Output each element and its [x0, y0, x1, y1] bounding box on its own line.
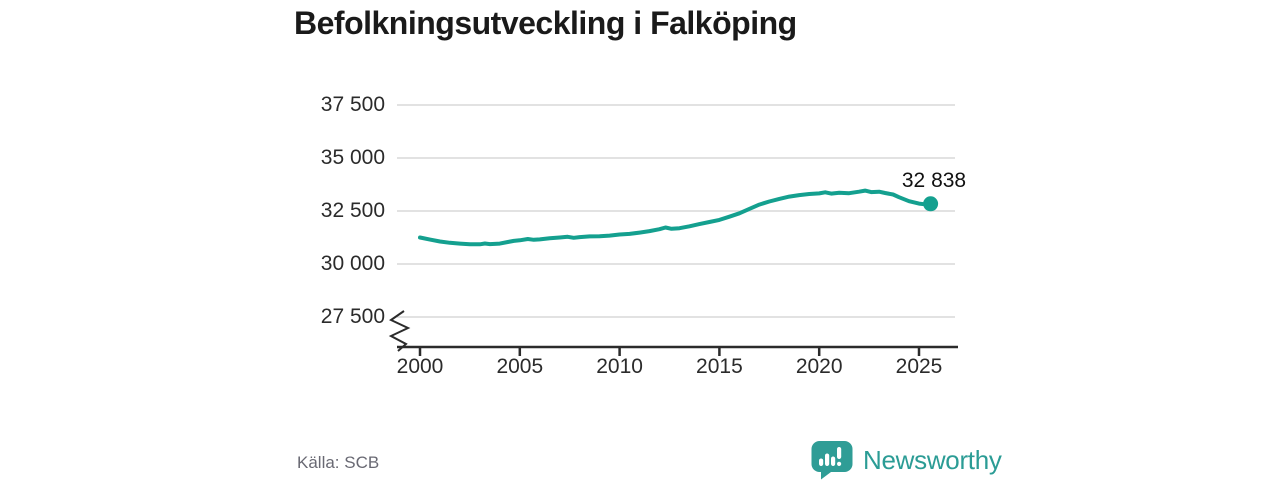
y-tick-label: 35 000 [320, 146, 385, 169]
y-tick-label: 37 500 [320, 93, 385, 116]
newsworthy-brand: Newsworthy [810, 440, 1002, 480]
x-tick-label: 2000 [396, 355, 444, 378]
source-note: Källa: SCB [297, 453, 380, 472]
x-tick-label: 2015 [696, 355, 743, 378]
y-axis-break-zigzag [388, 310, 411, 352]
brand-name: Newsworthy [863, 444, 1002, 475]
y-tick-label: 27 500 [320, 305, 385, 328]
x-tick-label: 2020 [795, 355, 843, 378]
x-tick-label: 2005 [496, 355, 544, 378]
gridlines [397, 104, 955, 318]
x-axis-ticks [418, 347, 921, 356]
end-value-label: 32 838 [901, 169, 967, 192]
chart-title: Befolkningsutveckling i Falköping [294, 5, 797, 41]
y-tick-label: 32 500 [320, 199, 385, 222]
x-tick-label: 2010 [596, 355, 643, 378]
series-end-point-marker [923, 196, 939, 212]
y-tick-label: 30 000 [320, 252, 385, 275]
population-series-line [418, 188, 933, 247]
newsworthy-speech-bubble-chart-icon [811, 441, 853, 480]
x-tick-label: 2025 [895, 355, 943, 378]
